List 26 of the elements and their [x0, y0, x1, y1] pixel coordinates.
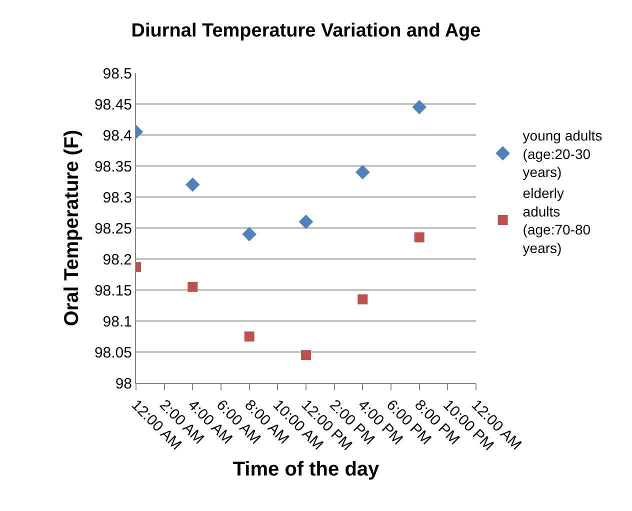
point: [356, 165, 370, 180]
y-tick-label: 98.25: [94, 220, 132, 238]
point: [412, 100, 426, 114]
y-tick-label: 98.3: [102, 189, 132, 206]
x-axis-title: Time of the day: [232, 458, 380, 481]
y-tick-label: 98.45: [94, 96, 132, 114]
point: [244, 332, 254, 342]
point: [358, 294, 368, 304]
point: [298, 214, 314, 229]
y-tick-label: 98.5: [102, 65, 132, 82]
legend-label: young adults (age:20-30 years): [522, 128, 602, 180]
y-axis-title: Oral Temperature (F): [60, 130, 83, 326]
point: [414, 232, 424, 242]
point: [188, 282, 198, 292]
y-tick-label: 98.2: [102, 251, 132, 268]
legend-label: elderly adults (age:70-80 years): [522, 185, 591, 256]
y-tick-label: 98: [115, 375, 132, 392]
y-tick-label: 98.4: [102, 127, 132, 144]
y-tick-label: 98.05: [94, 344, 132, 362]
chart-title: Diurnal Temperature Variation and Age: [131, 20, 481, 42]
y-tick-label: 98.1: [102, 313, 132, 330]
point: [242, 227, 256, 242]
point: [301, 350, 311, 360]
y-tick-label: 98.15: [94, 282, 132, 300]
y-tick-label: 98.35: [94, 158, 132, 176]
point: [186, 177, 200, 192]
